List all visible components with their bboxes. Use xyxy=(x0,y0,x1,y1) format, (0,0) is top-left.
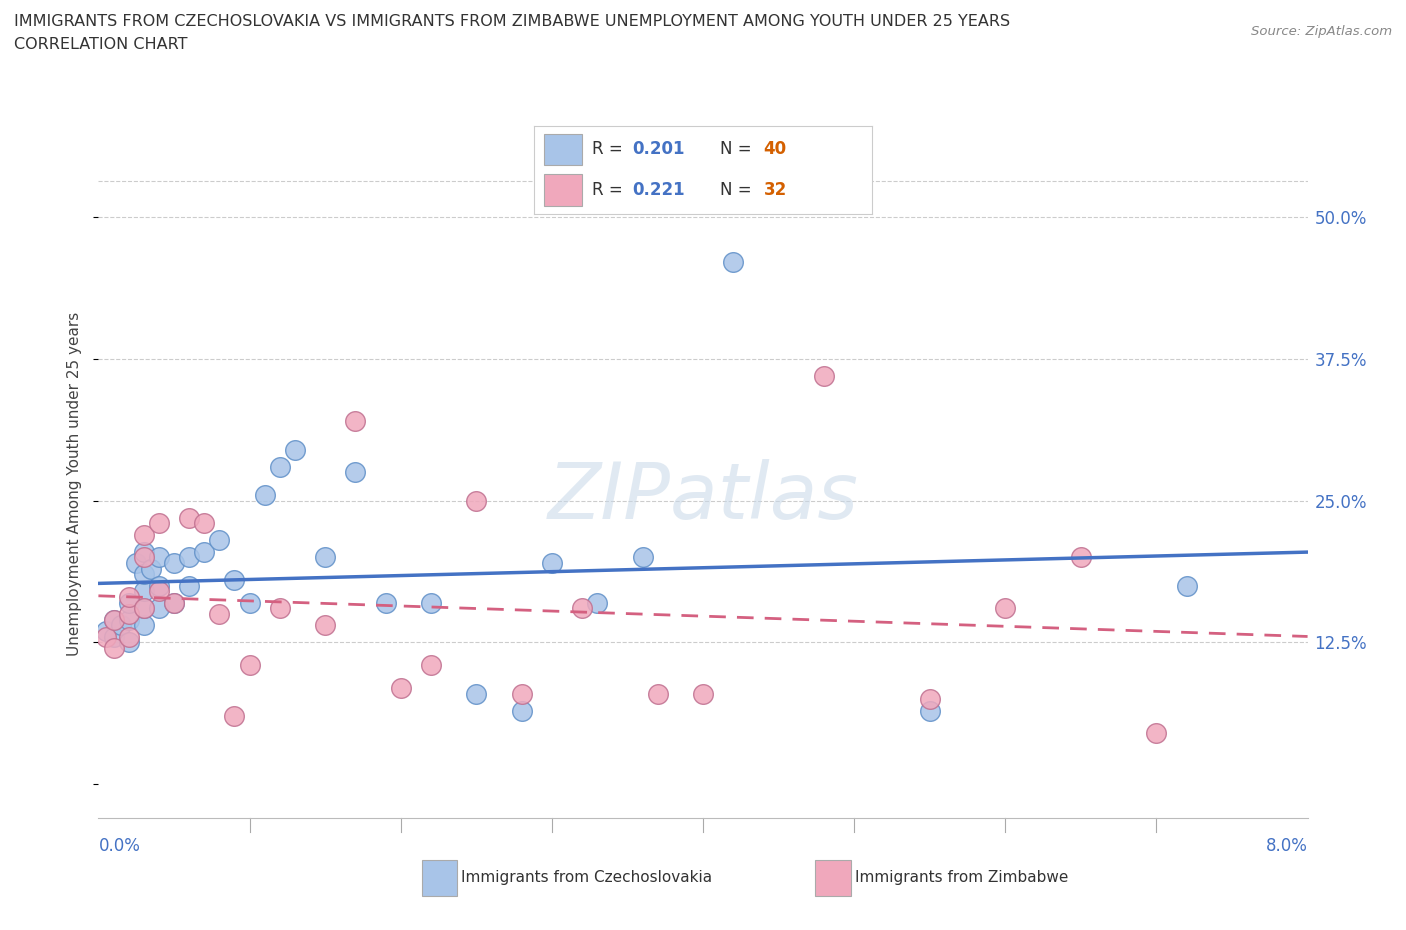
Point xyxy=(284,442,307,457)
Point xyxy=(510,703,533,718)
Point xyxy=(314,550,336,565)
Point xyxy=(541,555,564,570)
Y-axis label: Unemployment Among Youth under 25 years: Unemployment Among Youth under 25 years xyxy=(67,312,83,656)
Point xyxy=(163,595,186,610)
Point xyxy=(141,562,163,577)
Point xyxy=(571,601,593,616)
Point xyxy=(344,465,367,480)
Point xyxy=(148,516,170,531)
Point xyxy=(224,573,246,588)
Point xyxy=(918,692,941,707)
Point xyxy=(103,612,125,627)
FancyBboxPatch shape xyxy=(544,134,582,166)
Point xyxy=(918,703,941,718)
Point xyxy=(692,686,714,701)
Point xyxy=(510,686,533,701)
Point xyxy=(631,550,654,565)
Text: N =: N = xyxy=(720,140,756,158)
Point xyxy=(813,368,835,383)
Text: 0.201: 0.201 xyxy=(633,140,685,158)
Point xyxy=(586,595,609,610)
Point xyxy=(110,618,132,633)
FancyBboxPatch shape xyxy=(544,174,582,206)
Point xyxy=(132,601,155,616)
Text: Source: ZipAtlas.com: Source: ZipAtlas.com xyxy=(1251,25,1392,38)
Text: 0.0%: 0.0% xyxy=(98,837,141,855)
Point xyxy=(103,641,125,656)
Point xyxy=(420,658,443,672)
Text: ZIPatlas: ZIPatlas xyxy=(547,459,859,535)
Point xyxy=(132,544,155,559)
Point xyxy=(118,612,141,627)
Text: 0.221: 0.221 xyxy=(633,181,685,200)
Point xyxy=(132,550,155,565)
Point xyxy=(125,555,148,570)
Text: 8.0%: 8.0% xyxy=(1265,837,1308,855)
Point xyxy=(179,578,201,593)
Point xyxy=(179,550,201,565)
Text: CORRELATION CHART: CORRELATION CHART xyxy=(14,37,187,52)
Point xyxy=(179,511,201,525)
Point xyxy=(163,595,186,610)
Point xyxy=(1146,725,1168,740)
Text: N =: N = xyxy=(720,181,756,200)
Point xyxy=(94,630,117,644)
Point xyxy=(118,635,141,650)
Point xyxy=(208,606,231,621)
Text: R =: R = xyxy=(592,140,627,158)
Point xyxy=(344,414,367,429)
Point xyxy=(239,658,262,672)
Point xyxy=(148,550,170,565)
Point xyxy=(118,590,141,604)
Text: 32: 32 xyxy=(763,181,787,200)
Point xyxy=(269,459,291,474)
Point xyxy=(132,527,155,542)
Point xyxy=(132,618,155,633)
Point xyxy=(374,595,396,610)
Point xyxy=(420,595,443,610)
Point xyxy=(723,255,745,270)
Point xyxy=(239,595,262,610)
Point xyxy=(314,618,336,633)
Point xyxy=(193,544,215,559)
Point xyxy=(132,567,155,582)
Point xyxy=(269,601,291,616)
Point xyxy=(1070,550,1092,565)
Point xyxy=(118,606,141,621)
Point xyxy=(103,612,125,627)
Point xyxy=(208,533,231,548)
Point xyxy=(163,555,186,570)
Text: R =: R = xyxy=(592,181,627,200)
Point xyxy=(103,630,125,644)
Text: Immigrants from Zimbabwe: Immigrants from Zimbabwe xyxy=(855,870,1069,885)
Point xyxy=(193,516,215,531)
Point xyxy=(1175,578,1198,593)
Point xyxy=(465,686,488,701)
Point xyxy=(148,601,170,616)
Point xyxy=(389,681,412,696)
Point xyxy=(148,578,170,593)
Point xyxy=(148,584,170,599)
Point xyxy=(94,624,117,639)
Point xyxy=(224,709,246,724)
Point xyxy=(118,595,141,610)
Point xyxy=(132,601,155,616)
Point xyxy=(118,630,141,644)
Text: IMMIGRANTS FROM CZECHOSLOVAKIA VS IMMIGRANTS FROM ZIMBABWE UNEMPLOYMENT AMONG YO: IMMIGRANTS FROM CZECHOSLOVAKIA VS IMMIGR… xyxy=(14,14,1010,29)
Point xyxy=(253,487,276,502)
Point xyxy=(465,493,488,508)
Text: Immigrants from Czechoslovakia: Immigrants from Czechoslovakia xyxy=(461,870,713,885)
Text: 40: 40 xyxy=(763,140,787,158)
Point xyxy=(994,601,1017,616)
Point xyxy=(647,686,669,701)
Point xyxy=(132,584,155,599)
